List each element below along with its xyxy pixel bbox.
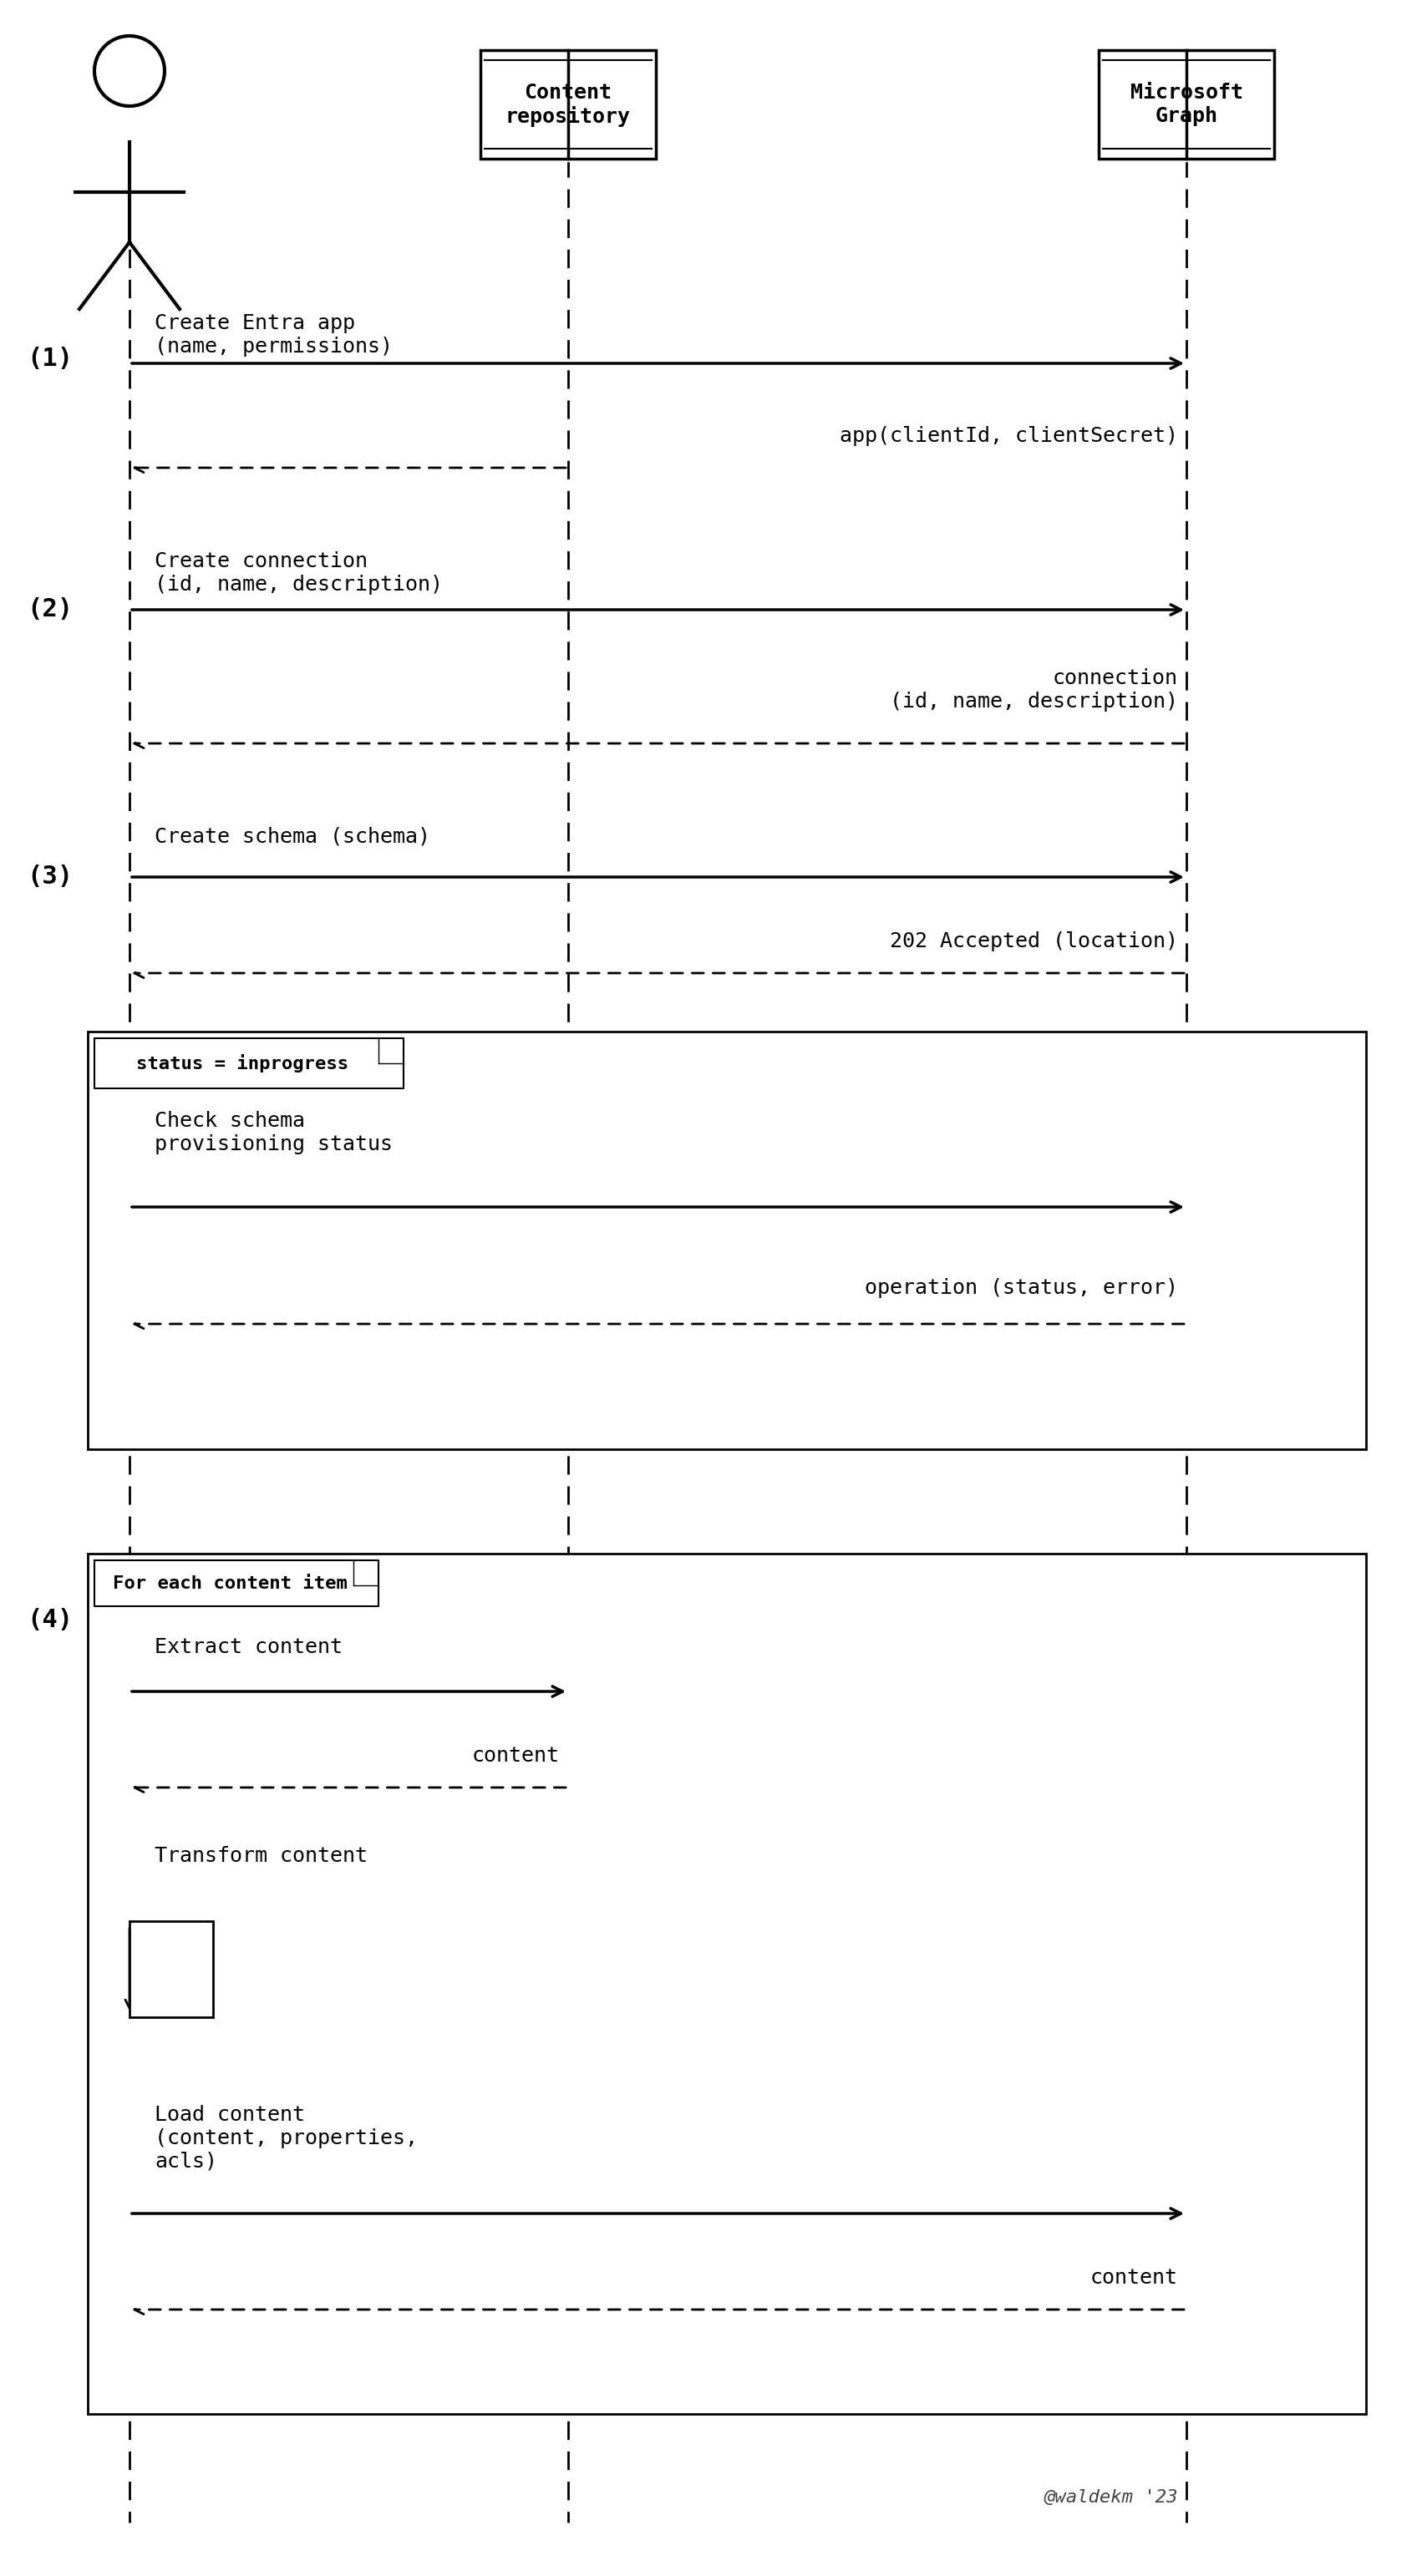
Text: (2): (2) — [27, 598, 74, 621]
Text: 202 Accepted (location): 202 Accepted (location) — [890, 933, 1178, 951]
Polygon shape — [95, 1038, 404, 1090]
Text: (4): (4) — [27, 1607, 74, 1633]
Text: status = inprogress: status = inprogress — [136, 1054, 349, 1072]
Bar — [129, 1922, 213, 2017]
Text: Content
repository: Content repository — [506, 82, 631, 126]
Text: Load content
(content, properties,
acls): Load content (content, properties, acls) — [154, 2105, 418, 2172]
Text: Create schema (schema): Create schema (schema) — [154, 827, 431, 848]
Bar — [88, 1030, 1366, 1450]
Text: Create connection
(id, name, description): Create connection (id, name, description… — [154, 551, 442, 595]
Polygon shape — [95, 1561, 378, 1607]
Text: app(clientId, clientSecret): app(clientId, clientSecret) — [840, 425, 1178, 446]
Text: Extract content: Extract content — [154, 1638, 343, 1656]
Text: operation (status, error): operation (status, error) — [864, 1278, 1178, 1298]
Text: Transform content: Transform content — [154, 1847, 367, 1865]
Bar — [480, 49, 656, 160]
Bar — [1098, 49, 1274, 160]
Text: content: content — [472, 1747, 560, 1765]
Text: content: content — [1090, 2267, 1178, 2287]
Text: (3): (3) — [27, 866, 74, 889]
Text: @waldekm '23: @waldekm '23 — [1044, 2488, 1178, 2506]
Text: For each content item: For each content item — [113, 1574, 347, 1592]
Text: Microsoft
Graph: Microsoft Graph — [1129, 82, 1243, 126]
Bar — [88, 1553, 1366, 2414]
Text: (1): (1) — [27, 348, 74, 371]
Text: connection
(id, name, description): connection (id, name, description) — [890, 667, 1178, 711]
Text: Check schema
provisioning status: Check schema provisioning status — [154, 1110, 393, 1154]
Text: Create Entra app
(name, permissions): Create Entra app (name, permissions) — [154, 314, 393, 355]
